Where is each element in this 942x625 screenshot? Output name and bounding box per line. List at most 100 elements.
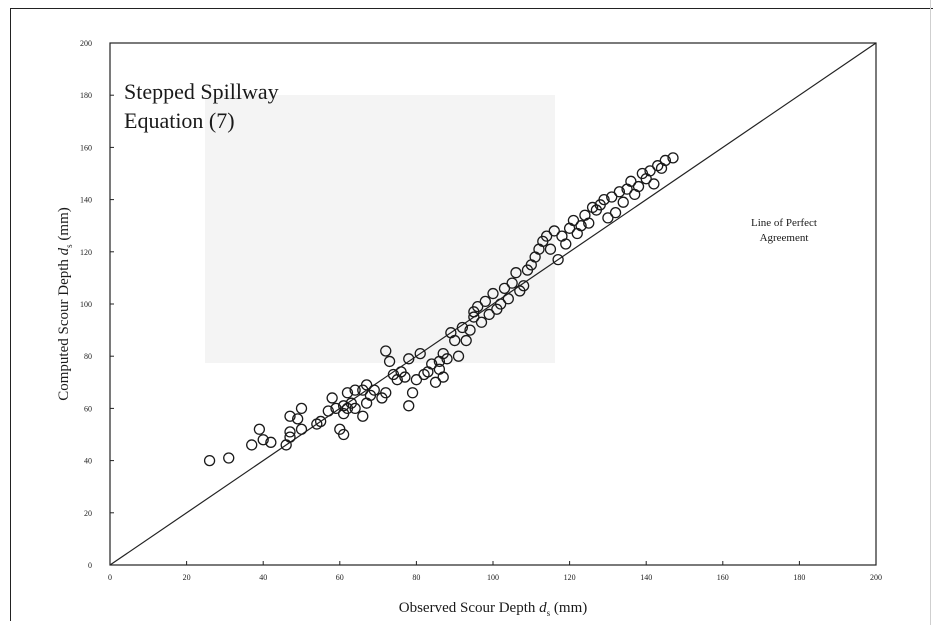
data-point <box>403 353 415 365</box>
data-point <box>517 280 530 292</box>
data-point <box>426 358 438 370</box>
data-point <box>498 282 511 294</box>
data-point <box>502 293 514 305</box>
data-point <box>560 238 572 250</box>
y-axis-label: Computed Scour Depth ds (mm) <box>56 207 74 401</box>
data-point <box>575 220 587 232</box>
perfect-agreement-annotation: Line of Perfect Agreement <box>728 216 840 246</box>
data-point <box>571 227 583 240</box>
y-tick-label: 200 <box>80 39 92 48</box>
y-tick-label: 40 <box>84 457 92 466</box>
data-point <box>403 400 415 412</box>
data-point <box>456 321 469 334</box>
data-point <box>579 209 591 221</box>
data-point <box>349 402 361 415</box>
data-point <box>406 387 419 399</box>
y-tick-label: 160 <box>80 143 92 152</box>
scan-smudge <box>205 95 555 363</box>
x-axis-label: Observed Scour Depth ds (mm) <box>399 600 587 618</box>
data-point <box>567 214 580 227</box>
data-point <box>452 350 465 362</box>
data-point <box>472 300 484 313</box>
y-tick-label: 180 <box>80 91 92 100</box>
data-point <box>583 217 595 229</box>
perfect-agreement-line <box>109 42 877 566</box>
data-point <box>360 397 373 409</box>
data-point <box>598 193 610 206</box>
data-point <box>357 410 369 422</box>
data-point <box>295 402 308 415</box>
data-point <box>475 316 488 328</box>
data-point <box>284 431 296 443</box>
chart-title-line-1: Stepped Spillway <box>124 79 279 104</box>
figure-frame <box>10 8 933 621</box>
data-point <box>659 154 671 167</box>
data-point <box>449 334 461 347</box>
data-point <box>292 413 304 425</box>
y-axis-ticks: 0 20 40 60 80 100 120 140 160 180 200 <box>80 39 114 570</box>
y-tick-label: 0 <box>88 561 92 570</box>
data-point <box>414 347 426 360</box>
data-point <box>510 267 522 279</box>
data-point <box>609 206 622 219</box>
data-point <box>632 180 645 193</box>
data-point <box>437 371 449 383</box>
annotation-line-2: Agreement <box>759 232 809 244</box>
data-point <box>326 392 338 404</box>
data-point <box>360 379 373 391</box>
y-tick-label: 20 <box>84 509 92 518</box>
data-point <box>533 243 545 255</box>
data-point <box>368 384 380 396</box>
y-tick-label: 100 <box>80 300 92 309</box>
data-point <box>606 191 618 203</box>
x-tick-label: 120 <box>564 573 576 582</box>
data-point <box>495 298 507 310</box>
x-tick-label: 0 <box>108 573 112 582</box>
x-tick-label: 180 <box>793 573 805 582</box>
data-point <box>380 345 392 357</box>
data-point <box>349 384 361 396</box>
y-tick-label: 120 <box>80 248 92 257</box>
data-points <box>203 152 679 467</box>
data-point <box>330 402 342 415</box>
data-point <box>464 324 476 336</box>
data-point <box>246 439 258 451</box>
page-margin-line <box>930 0 931 625</box>
data-point <box>556 230 568 242</box>
data-point <box>617 196 629 208</box>
x-tick-label: 80 <box>412 573 420 582</box>
data-point <box>552 253 564 266</box>
data-point <box>644 165 656 177</box>
data-point <box>629 188 641 201</box>
plot-area-border <box>109 42 877 566</box>
x-tick-label: 40 <box>259 573 267 582</box>
data-point <box>253 423 266 435</box>
data-point <box>322 405 334 417</box>
data-point <box>284 426 296 438</box>
data-point <box>506 277 518 289</box>
data-point <box>295 423 308 435</box>
y-tick-label: 80 <box>84 352 92 361</box>
data-point <box>314 415 327 428</box>
data-point <box>544 243 557 255</box>
data-point <box>284 410 296 422</box>
x-tick-label: 20 <box>183 573 191 582</box>
data-point <box>223 452 235 464</box>
data-point <box>460 334 472 347</box>
data-point <box>257 434 269 446</box>
annotation-line-1: Line of Perfect <box>751 217 817 229</box>
data-point <box>383 355 396 368</box>
data-point <box>613 186 626 198</box>
y-tick-label: 140 <box>80 196 92 205</box>
data-point <box>203 454 216 467</box>
data-point <box>602 212 614 224</box>
x-tick-label: 60 <box>336 573 344 582</box>
data-point <box>483 308 495 321</box>
data-point <box>380 387 392 399</box>
x-tick-label: 160 <box>717 573 729 582</box>
data-point <box>487 287 499 300</box>
data-point <box>648 178 660 190</box>
chart-title-line-2: Equation (7) <box>124 108 235 133</box>
data-point <box>625 175 637 187</box>
